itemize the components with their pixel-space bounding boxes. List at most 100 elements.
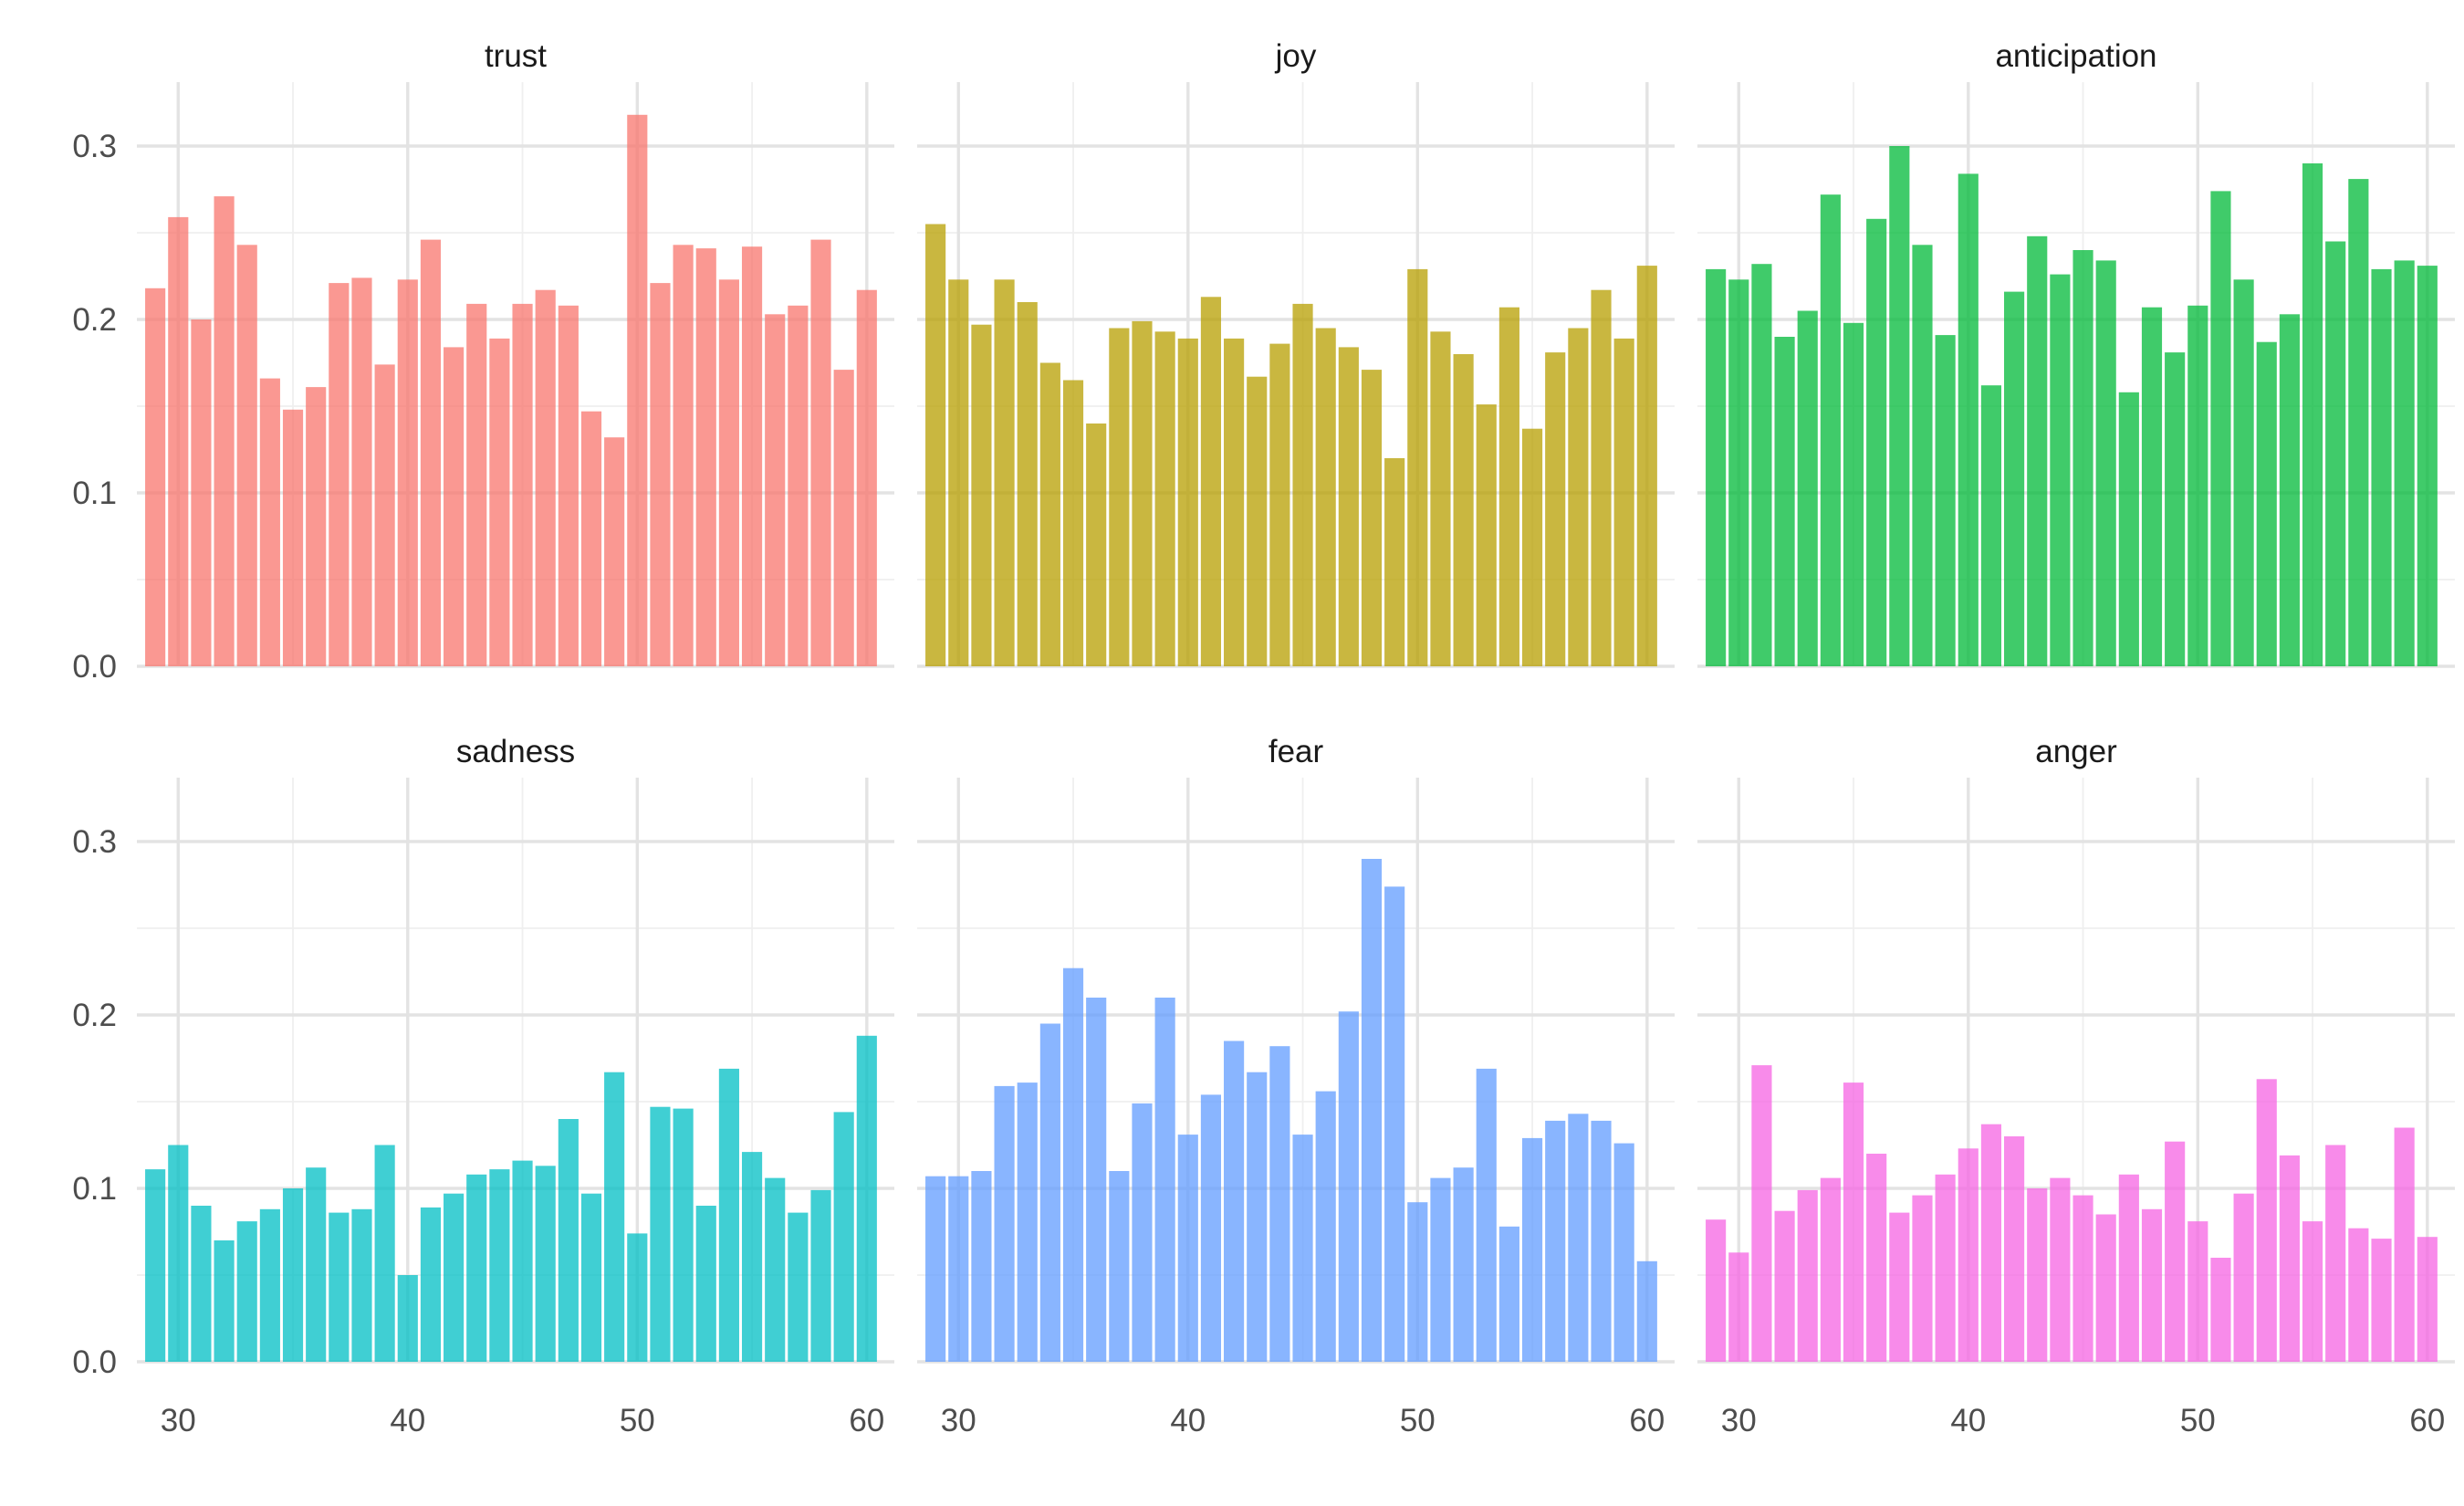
bar-joy-42: [1224, 338, 1245, 666]
bar-joy-47: [1338, 347, 1359, 666]
bar-joy-49: [1384, 458, 1405, 666]
bar-trust-34: [259, 378, 280, 666]
bar-anger-30: [1728, 1252, 1749, 1362]
x-tick-label: 60: [1629, 1403, 1665, 1438]
bar-trust-43: [466, 303, 487, 666]
facet-panel-fear: fear 30 40 50 60: [917, 734, 1675, 1438]
bar-joy-34: [1039, 362, 1060, 666]
facet-panel-joy: joy: [917, 38, 1675, 668]
bar-anger-45: [2072, 1195, 2093, 1362]
bar-trust-35: [282, 409, 304, 666]
bar-anger-56: [2325, 1145, 2346, 1362]
bar-anger-54: [2279, 1155, 2300, 1362]
bar-anticipation-47: [2118, 392, 2139, 666]
bar-fear-44: [1269, 1046, 1290, 1362]
bar-fear-38: [1132, 1103, 1153, 1362]
bar-anger-31: [1751, 1065, 1772, 1362]
bar-trust-55: [741, 246, 763, 666]
bar-joy-36: [1086, 424, 1107, 666]
bar-sadness-35: [282, 1188, 304, 1362]
x-tick-label: 40: [390, 1403, 425, 1438]
panel-title-anger: anger: [2035, 734, 2117, 769]
bar-joy-52: [1453, 354, 1474, 666]
facet-panel-trust: trust 0.0 0.1 0.2 0.3: [72, 38, 894, 685]
bar-joy-44: [1269, 343, 1290, 666]
bar-anger-40: [1958, 1148, 1979, 1362]
bar-fear-33: [1017, 1082, 1038, 1362]
bar-trust-60: [856, 289, 877, 666]
bar-joy-53: [1476, 404, 1497, 666]
bar-fear-32: [994, 1085, 1015, 1362]
bar-sadness-57: [788, 1212, 809, 1362]
bar-trust-48: [580, 411, 602, 666]
bar-sadness-58: [810, 1189, 831, 1362]
facet-panel-sadness: sadness 0.0 0.1 0.2 0.3 30 40 50 60: [72, 734, 894, 1438]
x-tick-label: 30: [161, 1403, 196, 1438]
bar-sadness-51: [650, 1106, 671, 1362]
bar-anticipation-45: [2072, 250, 2093, 666]
bar-fear-54: [1498, 1226, 1519, 1362]
bar-joy-59: [1613, 338, 1634, 666]
bar-anger-48: [2141, 1208, 2163, 1362]
bar-anger-55: [2302, 1221, 2323, 1362]
bar-anticipation-51: [2210, 191, 2231, 666]
bar-fear-30: [948, 1176, 969, 1362]
bar-fear-31: [971, 1171, 992, 1362]
bar-trust-54: [718, 279, 739, 666]
bar-anticipation-34: [1820, 194, 1841, 666]
bar-anticipation-60: [2417, 266, 2438, 666]
x-tick-label: 60: [2409, 1403, 2445, 1438]
y-tick-label: 0.0: [72, 1344, 117, 1380]
bar-sadness-42: [444, 1193, 465, 1362]
y-tick-label: 0.0: [72, 649, 117, 685]
bar-anticipation-53: [2256, 341, 2277, 666]
bar-trust-49: [604, 437, 625, 666]
bar-fear-47: [1338, 1011, 1359, 1362]
bar-fear-34: [1039, 1023, 1060, 1362]
bar-sadness-45: [512, 1160, 533, 1362]
bar-joy-48: [1361, 370, 1383, 666]
bar-anticipation-49: [2165, 352, 2186, 666]
bar-joy-56: [1545, 352, 1566, 666]
bar-sadness-40: [397, 1275, 418, 1362]
bar-anticipation-31: [1751, 264, 1772, 666]
bar-joy-37: [1109, 328, 1130, 666]
bar-sadness-37: [329, 1212, 350, 1362]
facet-panel-anticipation: anticipation: [1697, 38, 2455, 668]
bar-joy-50: [1407, 268, 1428, 666]
bar-anticipation-36: [1866, 218, 1887, 667]
bar-anger-50: [2187, 1221, 2208, 1362]
bar-anger-37: [1889, 1212, 1910, 1362]
bar-anger-58: [2371, 1239, 2392, 1362]
x-tick-label: 40: [1950, 1403, 1986, 1438]
bar-sadness-54: [718, 1068, 739, 1362]
bar-anticipation-29: [1706, 268, 1727, 666]
y-tick-label: 0.1: [72, 1171, 117, 1207]
bar-anticipation-59: [2394, 260, 2415, 666]
x-tick-label: 40: [1170, 1403, 1206, 1438]
bar-fear-48: [1361, 859, 1383, 1362]
bar-sadness-36: [306, 1167, 327, 1362]
bar-sadness-49: [604, 1072, 625, 1362]
bar-anticipation-48: [2141, 307, 2163, 666]
bar-anticipation-55: [2302, 163, 2323, 666]
bar-trust-57: [788, 305, 809, 666]
bar-anger-46: [2095, 1214, 2116, 1362]
bar-trust-42: [444, 347, 465, 666]
bar-fear-46: [1315, 1091, 1336, 1362]
bar-joy-35: [1062, 380, 1084, 666]
bar-sadness-39: [374, 1145, 395, 1362]
bar-joy-55: [1521, 428, 1543, 666]
bar-trust-37: [329, 283, 350, 666]
bar-joy-30: [948, 279, 969, 666]
bar-trust-29: [145, 288, 166, 666]
bar-joy-32: [994, 279, 1015, 666]
x-tick-label: 50: [1400, 1403, 1436, 1438]
bar-fear-50: [1407, 1202, 1428, 1362]
bar-anticipation-42: [2004, 291, 2025, 666]
bar-fear-41: [1200, 1094, 1222, 1362]
bar-sadness-38: [351, 1208, 372, 1362]
bar-sadness-41: [420, 1207, 442, 1362]
bar-anticipation-32: [1774, 337, 1795, 666]
bar-anger-53: [2256, 1079, 2277, 1362]
